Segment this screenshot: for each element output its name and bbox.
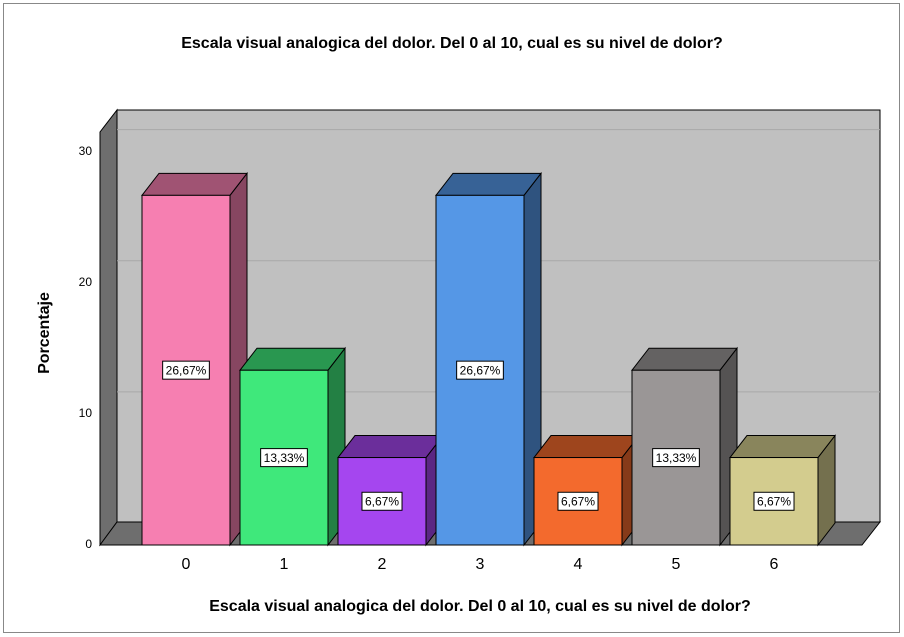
x-tick-label: 5 <box>672 556 681 573</box>
value-label: 6,67% <box>561 494 595 508</box>
x-axis-title: Escala visual analogica del dolor. Del 0… <box>209 598 751 615</box>
y-tick-label: 20 <box>79 275 93 289</box>
y-axis-title: Porcentaje <box>36 292 53 374</box>
bar <box>532 434 641 547</box>
bars: 26,67% 13,33% 6,67% 26,67% 6,67% 13,33% 6,67% <box>140 171 837 547</box>
left-wall <box>99 108 118 547</box>
bar <box>238 346 347 547</box>
bar <box>434 171 543 547</box>
value-label-box <box>260 448 308 468</box>
x-tick-label: 4 <box>574 556 583 573</box>
x-tick-label: 0 <box>182 556 191 573</box>
value-label: 26,67% <box>166 363 207 377</box>
value-label: 13,33% <box>264 451 305 465</box>
x-tick-label: 1 <box>280 556 289 573</box>
value-label: 26,67% <box>460 363 501 377</box>
bar-top <box>336 435 445 459</box>
value-label-box <box>652 448 700 468</box>
value-label: 13,33% <box>656 451 697 465</box>
y-tick-label: 0 <box>85 537 92 551</box>
x-tick-label: 3 <box>476 556 485 573</box>
y-tick-label: 10 <box>79 406 93 420</box>
chart-title: Escala visual analogica del dolor. Del 0… <box>181 35 723 52</box>
bar <box>728 434 837 547</box>
bar-top <box>140 172 249 196</box>
bar <box>336 434 445 547</box>
bar <box>140 171 249 547</box>
value-label-box <box>557 491 599 511</box>
value-label-box <box>753 491 795 511</box>
value-label: 6,67% <box>365 494 399 508</box>
value-label-box <box>361 491 403 511</box>
y-tick-label: 30 <box>79 144 93 158</box>
bar-top <box>630 347 739 371</box>
bar <box>630 346 739 547</box>
value-label-box <box>456 360 504 380</box>
x-tick-label: 2 <box>378 556 387 573</box>
bar-top <box>238 347 347 371</box>
value-label: 6,67% <box>757 494 791 508</box>
bar-top <box>532 435 641 459</box>
bar-top <box>434 172 543 196</box>
value-label-box <box>162 360 210 380</box>
bar-top <box>728 435 837 459</box>
x-tick-label: 6 <box>770 556 779 573</box>
